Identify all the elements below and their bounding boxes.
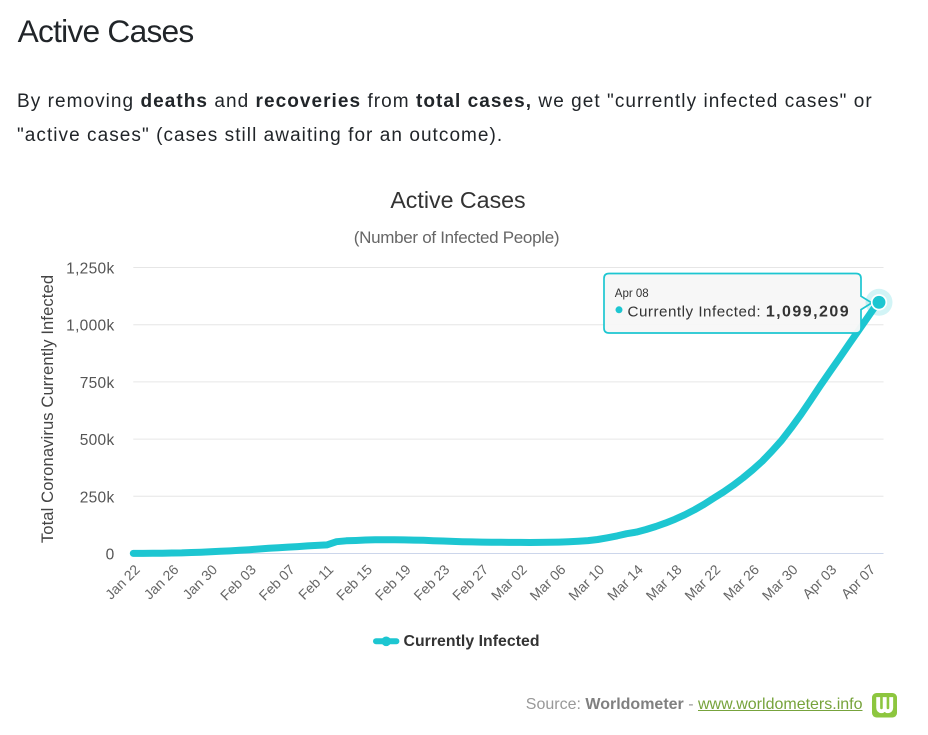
svg-text:Total Coronavirus Currently In: Total Coronavirus Currently Infected	[38, 275, 57, 543]
svg-text:Mar 30: Mar 30	[759, 561, 801, 603]
svg-text:1,250k: 1,250k	[66, 261, 114, 278]
svg-text:Apr 03: Apr 03	[799, 561, 840, 602]
svg-text:Feb 27: Feb 27	[449, 561, 491, 603]
svg-text:Feb 03: Feb 03	[217, 561, 259, 603]
svg-text:Feb 23: Feb 23	[410, 561, 452, 603]
svg-text:Mar 02: Mar 02	[488, 561, 530, 603]
svg-text:Mar 10: Mar 10	[565, 561, 607, 603]
svg-text:Currently Infected: Currently Infected	[404, 633, 540, 650]
svg-text:Apr 07: Apr 07	[838, 561, 879, 602]
svg-text:Mar 22: Mar 22	[681, 561, 723, 603]
svg-text:Apr 08: Apr 08	[615, 288, 649, 300]
svg-text:500k: 500k	[80, 432, 115, 449]
svg-text:Feb 11: Feb 11	[295, 561, 337, 603]
svg-text:1,000k: 1,000k	[66, 318, 114, 335]
svg-text:Mar 06: Mar 06	[526, 561, 568, 603]
svg-text:750k: 750k	[80, 375, 115, 392]
svg-text:Feb 15: Feb 15	[333, 561, 375, 603]
svg-text:Feb 19: Feb 19	[372, 561, 414, 603]
svg-text:Jan 22: Jan 22	[102, 561, 143, 602]
svg-text:Mar 26: Mar 26	[720, 561, 762, 603]
svg-text:0: 0	[106, 547, 115, 564]
svg-text:250k: 250k	[80, 489, 115, 506]
svg-text:Active Cases: Active Cases	[390, 187, 525, 213]
svg-text:Jan 26: Jan 26	[141, 561, 182, 602]
svg-text:Jan 30: Jan 30	[179, 561, 220, 602]
svg-text:Mar 14: Mar 14	[604, 561, 646, 603]
svg-text:Mar 18: Mar 18	[643, 561, 685, 603]
svg-text:Currently Infected: 1,099,209: Currently Infected: 1,099,209	[628, 303, 851, 320]
svg-text:Feb 07: Feb 07	[256, 561, 298, 603]
svg-text:(Number of Infected People): (Number of Infected People)	[354, 228, 559, 247]
